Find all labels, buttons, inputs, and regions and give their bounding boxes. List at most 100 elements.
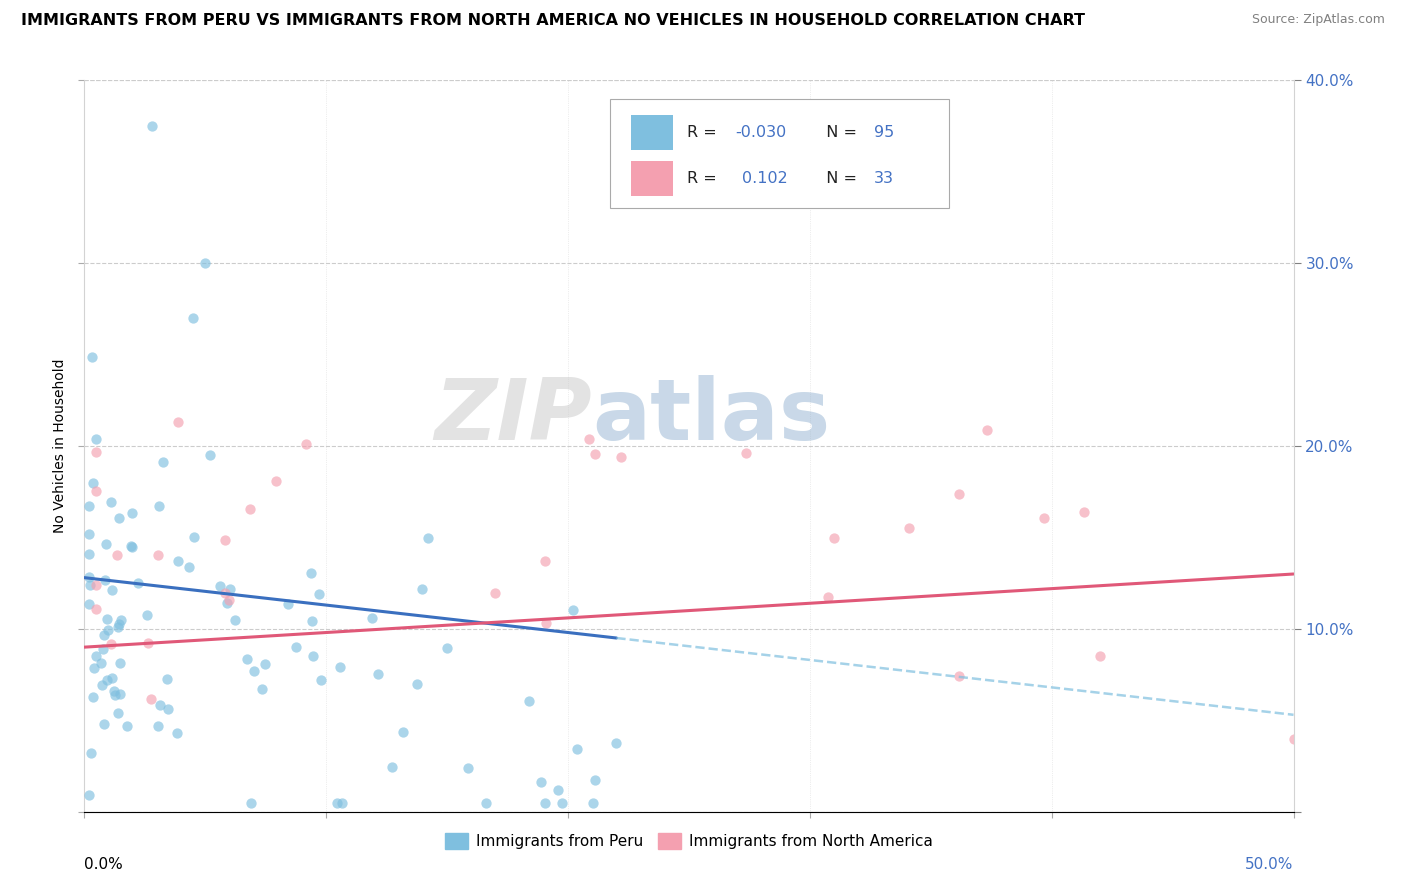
Point bbox=[166, 725, 188, 739]
Text: R =: R = bbox=[686, 125, 721, 140]
Point bbox=[166, 415, 188, 429]
Point bbox=[194, 256, 217, 270]
Legend: Immigrants from Peru, Immigrants from North America: Immigrants from Peru, Immigrants from No… bbox=[439, 827, 939, 855]
Text: 50.0%: 50.0% bbox=[1246, 857, 1294, 872]
Point bbox=[214, 533, 236, 548]
Point bbox=[141, 119, 163, 133]
Point bbox=[77, 570, 100, 584]
Point bbox=[108, 656, 131, 670]
Point bbox=[139, 692, 162, 706]
Text: 0.102: 0.102 bbox=[742, 170, 787, 186]
Point bbox=[93, 717, 115, 731]
Point bbox=[107, 620, 129, 634]
Text: R =: R = bbox=[686, 170, 727, 186]
Point bbox=[183, 530, 205, 544]
Point bbox=[266, 474, 288, 488]
Point bbox=[301, 648, 323, 663]
Point bbox=[253, 657, 276, 672]
Point bbox=[103, 684, 125, 698]
Point bbox=[148, 499, 170, 513]
Point bbox=[392, 725, 415, 739]
Point bbox=[610, 450, 633, 465]
Point bbox=[533, 554, 555, 568]
Point bbox=[948, 668, 970, 682]
Point bbox=[285, 640, 308, 655]
Point bbox=[94, 537, 117, 551]
Point bbox=[138, 636, 160, 650]
Point bbox=[101, 671, 124, 685]
Point bbox=[214, 586, 236, 600]
Point bbox=[475, 796, 498, 810]
Point bbox=[108, 511, 131, 525]
Point bbox=[107, 706, 129, 720]
Point bbox=[381, 760, 404, 774]
Point bbox=[152, 455, 174, 469]
Point bbox=[1073, 505, 1095, 519]
Point bbox=[108, 687, 131, 701]
Point bbox=[105, 548, 128, 562]
Point bbox=[897, 521, 920, 535]
Point bbox=[77, 499, 100, 513]
Point bbox=[240, 796, 263, 810]
Bar bbox=[631, 161, 673, 196]
Point bbox=[157, 702, 180, 716]
Point bbox=[406, 676, 429, 690]
Point bbox=[82, 475, 104, 490]
Point bbox=[97, 624, 120, 638]
Point bbox=[107, 617, 129, 632]
Point bbox=[86, 445, 108, 459]
Point bbox=[100, 583, 122, 598]
Point bbox=[90, 656, 112, 670]
Point bbox=[299, 566, 322, 580]
Point bbox=[148, 718, 170, 732]
Point bbox=[82, 690, 104, 705]
Point bbox=[209, 578, 232, 592]
Point bbox=[84, 649, 107, 664]
Text: 0.0%: 0.0% bbox=[84, 857, 124, 872]
Point bbox=[277, 597, 299, 611]
Point bbox=[121, 541, 143, 555]
Point bbox=[91, 677, 114, 691]
Point bbox=[156, 672, 179, 686]
Point bbox=[583, 447, 606, 461]
Point bbox=[80, 746, 103, 760]
Point bbox=[565, 742, 588, 756]
Text: N =: N = bbox=[815, 170, 862, 186]
Point bbox=[198, 448, 221, 462]
Point bbox=[530, 774, 553, 789]
Point bbox=[533, 796, 555, 810]
Point bbox=[93, 628, 115, 642]
Point bbox=[823, 531, 845, 545]
Text: 33: 33 bbox=[875, 170, 894, 186]
Point bbox=[149, 698, 172, 712]
Point bbox=[146, 548, 169, 562]
Text: Source: ZipAtlas.com: Source: ZipAtlas.com bbox=[1251, 13, 1385, 27]
Point bbox=[121, 507, 143, 521]
Point bbox=[578, 432, 600, 446]
Point bbox=[86, 577, 108, 591]
Point bbox=[308, 586, 330, 600]
Point bbox=[91, 642, 114, 657]
Point bbox=[77, 547, 100, 561]
Point bbox=[948, 487, 970, 501]
Point bbox=[294, 437, 316, 451]
Point bbox=[77, 527, 100, 541]
Point bbox=[301, 614, 323, 628]
Point bbox=[243, 665, 266, 679]
Point bbox=[436, 640, 458, 655]
Point bbox=[517, 694, 540, 708]
Point bbox=[86, 602, 108, 616]
Point bbox=[100, 495, 122, 509]
Point bbox=[181, 310, 204, 325]
Point bbox=[104, 688, 127, 702]
Point bbox=[734, 446, 756, 460]
Point bbox=[1033, 511, 1056, 525]
Text: 95: 95 bbox=[875, 125, 894, 140]
Point bbox=[605, 736, 627, 750]
Point bbox=[252, 681, 274, 696]
Text: N =: N = bbox=[815, 125, 862, 140]
Point bbox=[582, 796, 605, 810]
Point bbox=[84, 432, 107, 446]
Point bbox=[411, 582, 433, 596]
FancyBboxPatch shape bbox=[610, 99, 949, 209]
